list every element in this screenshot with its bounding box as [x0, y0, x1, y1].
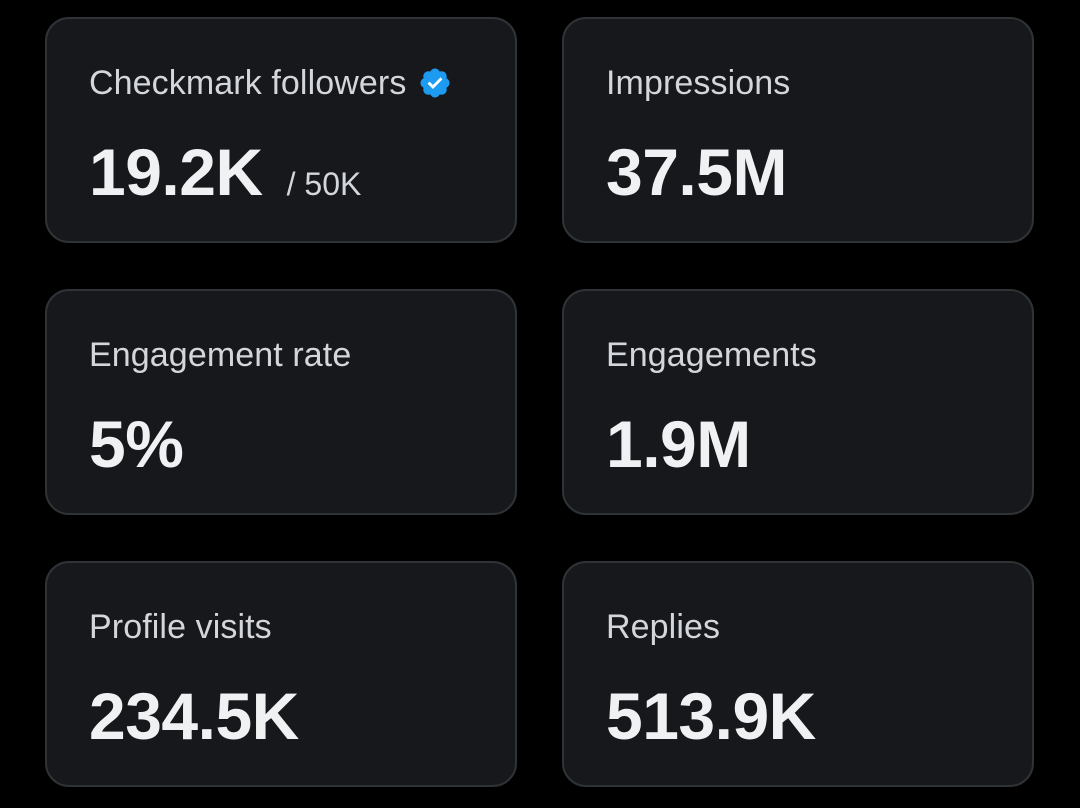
card-value-row: 37.5M	[606, 137, 787, 207]
checkmark-followers-card[interactable]: Checkmark followers 19.2K / 50K	[45, 17, 517, 243]
card-label-row: Replies	[606, 607, 720, 647]
engagement-rate-card[interactable]: Engagement rate 5%	[45, 289, 517, 515]
replies-card[interactable]: Replies 513.9K	[562, 561, 1034, 787]
card-label: Replies	[606, 608, 721, 646]
card-label: Checkmark followers	[89, 64, 407, 102]
card-label-row: Engagement rate	[89, 335, 351, 375]
card-value-row: 513.9K	[606, 681, 816, 751]
card-label-row: Checkmark followers	[89, 63, 452, 103]
card-label-row: Profile visits	[89, 607, 272, 647]
engagement-rate-value: 5%	[89, 407, 184, 481]
card-value-row: 5%	[89, 407, 184, 481]
card-label: Impressions	[606, 64, 791, 102]
card-value-row: 1.9M	[606, 409, 751, 479]
card-label: Engagements	[606, 336, 817, 374]
checkmark-followers-value: 19.2K	[89, 135, 263, 209]
card-label-row: Impressions	[606, 63, 790, 103]
checkmark-followers-goal: / 50K	[286, 166, 362, 202]
card-label: Engagement rate	[89, 336, 352, 374]
card-value-row: 19.2K / 50K	[89, 137, 361, 207]
card-label: Profile visits	[89, 608, 272, 646]
replies-value: 513.9K	[606, 679, 816, 753]
card-label-row: Engagements	[606, 335, 817, 375]
verified-badge-icon	[418, 66, 452, 100]
engagements-value: 1.9M	[606, 407, 751, 481]
impressions-card[interactable]: Impressions 37.5M	[562, 17, 1034, 243]
profile-visits-card[interactable]: Profile visits 234.5K	[45, 561, 517, 787]
card-value-row: 234.5K	[89, 681, 299, 751]
profile-visits-value: 234.5K	[89, 679, 299, 753]
engagements-card[interactable]: Engagements 1.9M	[562, 289, 1034, 515]
impressions-value: 37.5M	[606, 135, 787, 209]
